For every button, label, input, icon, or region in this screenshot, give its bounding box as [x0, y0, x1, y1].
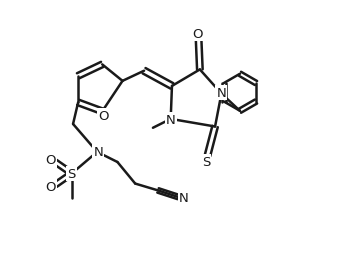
Text: O: O — [192, 28, 202, 41]
Text: N: N — [179, 191, 189, 204]
Text: O: O — [45, 181, 56, 194]
Text: S: S — [202, 155, 210, 168]
Text: N: N — [94, 145, 103, 158]
Text: N: N — [216, 86, 226, 99]
Text: O: O — [98, 109, 109, 122]
Text: S: S — [67, 168, 75, 181]
Text: N: N — [166, 114, 176, 126]
Text: O: O — [45, 154, 56, 167]
